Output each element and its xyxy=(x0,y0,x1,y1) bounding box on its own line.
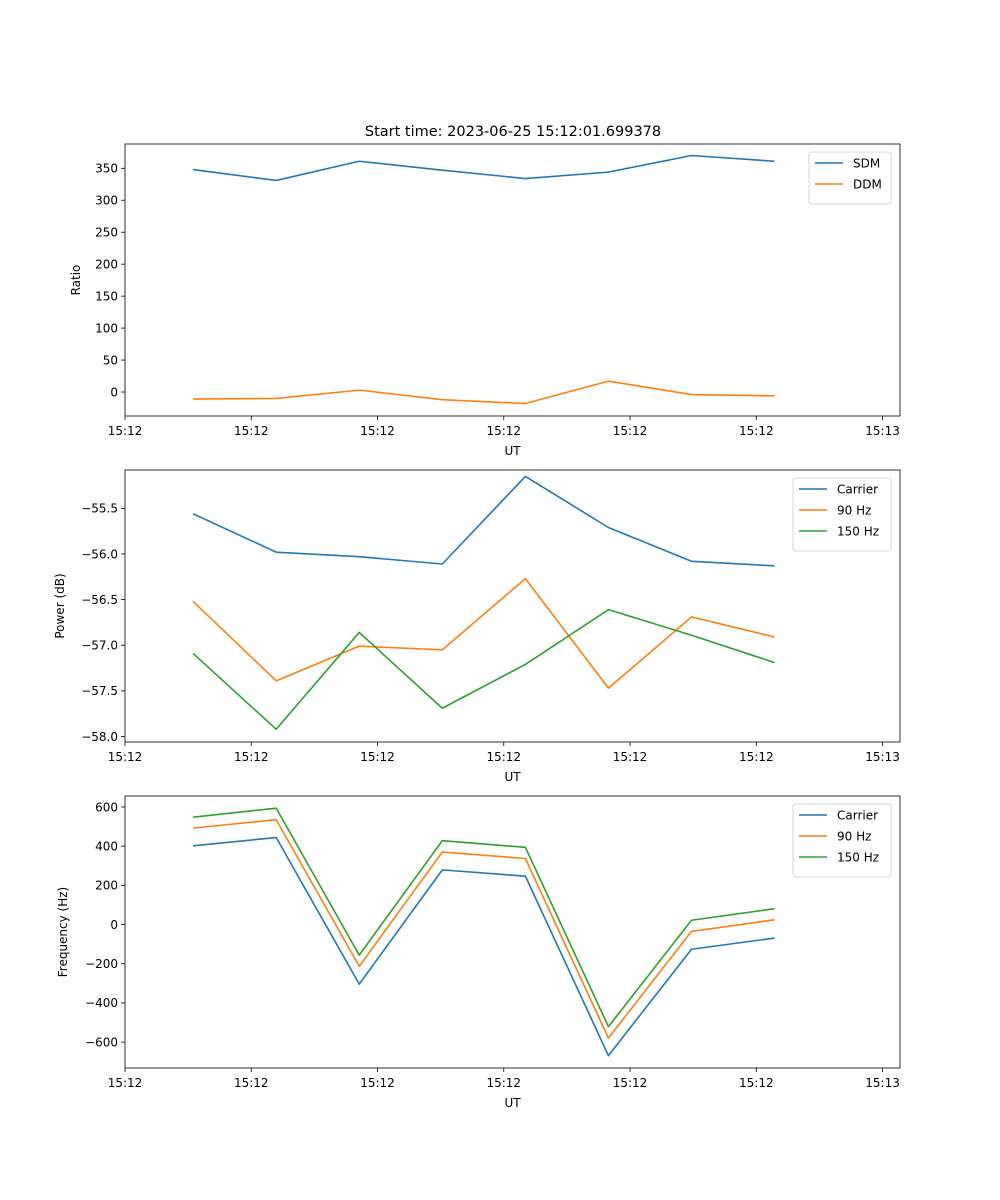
y-tick-label: −56.5 xyxy=(81,593,118,607)
y-axis-label: Power (dB) xyxy=(53,573,67,638)
x-axis-label: UT xyxy=(504,1096,521,1110)
y-tick-label: 300 xyxy=(95,194,118,208)
series-line-90-hz xyxy=(192,577,775,689)
legend-label: 150 Hz xyxy=(837,524,879,538)
y-tick-label: 600 xyxy=(95,800,118,814)
legend-box xyxy=(792,477,892,552)
legend-label: Carrier xyxy=(837,482,878,496)
series-line-sdm xyxy=(193,154,775,182)
x-tick-label: 15:12 xyxy=(613,1076,648,1090)
x-tick-label: 15:12 xyxy=(739,750,774,764)
series-line-carrier xyxy=(192,475,775,567)
x-tick-label: 15:13 xyxy=(865,750,900,764)
y-tick-label: −600 xyxy=(85,1035,118,1049)
chart-panel-1: 15:12 15:12 15:12 15:12 15:12 15:12 15:13 0 50 10… xyxy=(69,143,901,458)
legend-label: SDM xyxy=(853,156,880,170)
x-tick-label: 15:12 xyxy=(108,1076,143,1090)
y-tick-label: 400 xyxy=(95,839,118,853)
plot-frame xyxy=(124,469,901,743)
x-tick-label: 15:12 xyxy=(739,424,774,438)
x-tick-label: 15:12 xyxy=(739,1076,774,1090)
x-tick-label: 15:12 xyxy=(486,750,521,764)
x-tick-label: 15:12 xyxy=(613,750,648,764)
y-tick-label: −55.5 xyxy=(81,502,118,516)
legend: Carrier 90 Hz 150 Hz xyxy=(792,803,892,878)
x-axis-label: UT xyxy=(504,770,521,784)
y-tick-label: 250 xyxy=(95,226,118,240)
x-tick-label: 15:12 xyxy=(108,424,143,438)
legend-label: DDM xyxy=(853,177,882,191)
legend-box xyxy=(792,803,892,878)
plot-frame xyxy=(124,795,901,1069)
y-axis-label: Ratio xyxy=(69,265,83,296)
x-tick-label: 15:12 xyxy=(234,424,269,438)
y-tick-label: 50 xyxy=(103,353,118,367)
legend: Carrier 90 Hz 150 Hz xyxy=(792,477,892,552)
y-tick-label: −58.0 xyxy=(81,730,118,744)
x-axis-label: UT xyxy=(504,444,521,458)
x-tick-label: 15:12 xyxy=(360,750,395,764)
legend-label: Carrier xyxy=(837,808,878,822)
y-tick-label: 0 xyxy=(110,385,118,399)
series-line-150-hz xyxy=(193,807,775,1028)
figure-title: Start time: 2023-06-25 15:12:01.699378 xyxy=(365,124,661,140)
chart-panel-2: 15:12 15:12 15:12 15:12 15:12 15:12 15:13 −58.0… xyxy=(53,469,901,784)
x-tick-label: 15:13 xyxy=(865,1076,900,1090)
y-tick-label: −200 xyxy=(85,957,118,971)
x-tick-label: 15:12 xyxy=(108,750,143,764)
x-tick-label: 15:12 xyxy=(234,1076,269,1090)
plot-frame xyxy=(124,143,901,417)
legend-label: 150 Hz xyxy=(837,850,879,864)
x-tick-label: 15:13 xyxy=(865,424,900,438)
series-line-90-hz xyxy=(193,818,775,1039)
x-tick-label: 15:12 xyxy=(486,424,521,438)
legend: SDM DDM xyxy=(808,151,892,205)
x-tick-label: 15:12 xyxy=(486,1076,521,1090)
y-tick-label: 200 xyxy=(95,257,118,271)
y-tick-label: 150 xyxy=(95,289,118,303)
y-tick-label: 100 xyxy=(95,321,118,335)
x-tick-label: 15:12 xyxy=(360,1076,395,1090)
y-tick-label: −57.0 xyxy=(81,639,118,653)
y-tick-label: 350 xyxy=(95,162,118,176)
y-axis-label: Frequency (Hz) xyxy=(56,887,70,978)
series-line-150-hz xyxy=(192,608,775,731)
x-tick-label: 15:12 xyxy=(360,424,395,438)
y-tick-label: −56.0 xyxy=(81,547,118,561)
legend-box xyxy=(808,151,892,205)
x-tick-label: 15:12 xyxy=(234,750,269,764)
y-tick-label: −57.5 xyxy=(81,684,118,698)
legend-label: 90 Hz xyxy=(837,503,871,517)
series-line-carrier xyxy=(193,836,775,1057)
legend-label: 90 Hz xyxy=(837,829,871,843)
x-tick-label: 15:12 xyxy=(613,424,648,438)
y-tick-label: 200 xyxy=(95,879,118,893)
y-tick-label: 0 xyxy=(110,918,118,932)
panels: 15:12 15:12 15:12 15:12 15:12 15:12 15:13 0 50 10… xyxy=(53,143,901,1110)
chart-panel-3: 15:12 15:12 15:12 15:12 15:12 15:12 15:13 −600 −… xyxy=(56,795,901,1110)
y-tick-label: −400 xyxy=(85,996,118,1010)
series-line-ddm xyxy=(193,380,775,405)
